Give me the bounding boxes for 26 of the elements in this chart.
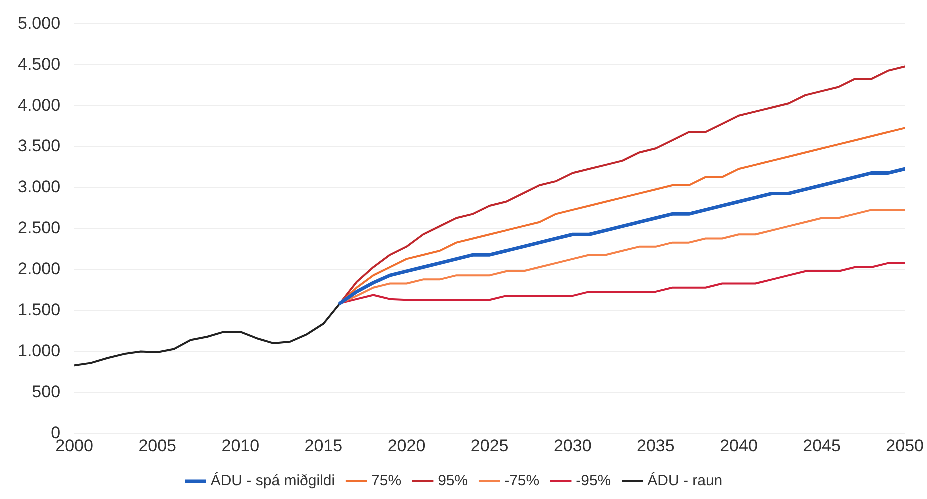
- legend-label: ÁDU - raun: [648, 472, 723, 490]
- y-tick-label: 3.000: [18, 178, 61, 197]
- legend-label: 95%: [438, 472, 468, 490]
- x-tick-label: 2035: [637, 436, 675, 456]
- legend-label: -95%: [576, 472, 612, 490]
- x-tick-label: 2040: [720, 436, 758, 456]
- y-tick-label: 500: [32, 382, 61, 402]
- x-tick-label: 2015: [304, 436, 343, 456]
- y-tick-label: 2.500: [18, 218, 61, 238]
- x-tick-label: 2030: [554, 436, 592, 456]
- x-tick-label: 2050: [886, 436, 924, 456]
- x-tick-label: 2005: [138, 436, 177, 456]
- y-tick-label: 5.000: [18, 14, 61, 33]
- x-tick-label: 2010: [222, 436, 260, 456]
- x-tick-label: 2045: [803, 436, 841, 456]
- y-tick-label: 3.500: [18, 136, 61, 156]
- y-tick-label: 4.500: [18, 54, 61, 74]
- legend-label: 75%: [372, 472, 402, 490]
- legend-label: -75%: [504, 472, 540, 490]
- legend-label: ÁDU - spá miðgildi: [210, 472, 336, 490]
- x-tick-label: 2025: [470, 436, 509, 456]
- y-tick-label: 4.000: [18, 96, 61, 115]
- y-tick-label: 1.000: [18, 341, 61, 360]
- x-tick-label: 2020: [388, 436, 426, 456]
- y-tick-label: 1.500: [18, 300, 61, 320]
- y-tick-label: 2.000: [18, 260, 61, 279]
